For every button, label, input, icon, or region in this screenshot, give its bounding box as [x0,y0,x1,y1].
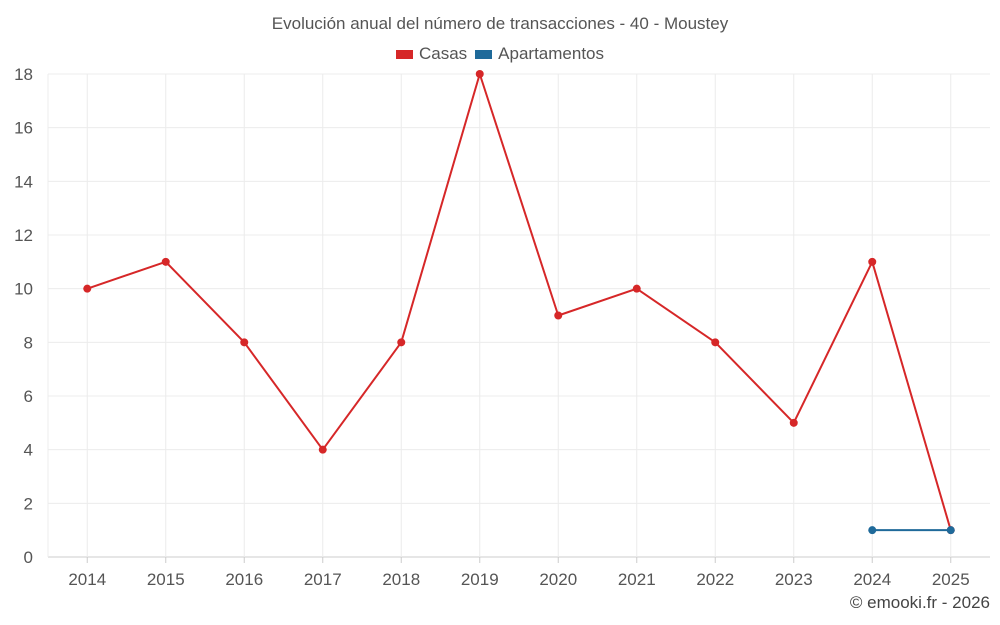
data-point-casas-2024 [868,257,877,266]
y-tick-label: 12 [14,226,33,245]
data-point-casas-2016 [240,338,249,347]
data-point-apartamentos-2025 [946,526,955,535]
legend-label-apartamentos: Apartamentos [498,44,605,63]
legend-swatch-casas [395,49,413,59]
data-point-casas-2019 [475,70,484,78]
y-tick-label: 18 [14,65,33,84]
y-tick-label: 2 [24,494,33,513]
legend-swatch-apartamentos [475,49,493,59]
legend: Casas Apartamentos [0,44,1000,64]
legend-item-apartamentos[interactable]: Apartamentos [475,44,604,64]
chart-title: Evolución anual del número de transaccio… [271,14,729,33]
x-tick-label: 2017 [304,570,342,589]
data-point-casas-2020 [554,311,563,320]
x-tick-label: 2024 [853,570,891,589]
data-point-casas-2023 [789,418,798,427]
y-tick-label: 8 [24,333,33,352]
x-tick-label: 2022 [696,570,734,589]
data-point-casas-2022 [711,338,720,347]
x-tick-label: 2020 [539,570,577,589]
x-tick-label: 2025 [932,570,970,589]
y-tick-label: 0 [24,548,33,567]
x-tick-label: 2018 [382,570,420,589]
x-tick-label: 2016 [225,570,263,589]
series-line-casas [86,73,952,531]
x-tick-label: 2021 [618,570,656,589]
y-tick-label: 10 [14,280,33,299]
data-point-apartamentos-2024 [868,526,877,535]
legend-label-casas: Casas [418,44,468,63]
data-point-casas-2014 [83,284,92,293]
y-tick-label: 6 [24,387,33,406]
legend-item-casas[interactable]: Casas [395,44,468,64]
y-tick-label: 14 [14,172,33,191]
x-tick-label: 2023 [775,570,813,589]
x-tick-label: 2015 [147,570,185,589]
x-tick-label: 2019 [461,570,499,589]
data-point-casas-2018 [397,338,406,347]
data-point-casas-2017 [318,445,327,454]
x-tick-label: 2014 [68,570,106,589]
data-point-casas-2021 [632,284,641,293]
y-tick-label: 16 [14,119,33,138]
credit-text: © emooki.fr - 2026 [849,593,990,612]
y-tick-label: 4 [24,441,33,460]
data-point-casas-2015 [161,257,170,266]
